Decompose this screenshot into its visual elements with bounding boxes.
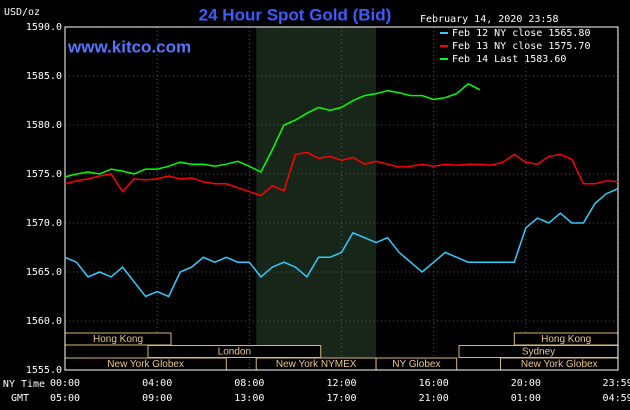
session-label: London: [218, 347, 251, 358]
y-tick-label: 1555.0: [26, 365, 62, 376]
session-label: New York Globex: [521, 359, 598, 370]
x-tick-label: 08:00: [234, 378, 264, 389]
chart-title: 24 Hour Spot Gold (Bid): [199, 5, 392, 24]
session-box: [147, 345, 322, 358]
x-tick-label: 23:59: [603, 378, 630, 389]
timestamp: February 14, 2020 23:58: [420, 14, 558, 25]
session-label: New York Globex: [107, 359, 184, 370]
plot-frame: [64, 26, 619, 371]
gmt-tick-label: 21:00: [419, 393, 449, 404]
session-label: Hong Kong: [93, 334, 143, 345]
session-label: Sydney: [522, 347, 555, 358]
session-label: NY Globex: [392, 359, 440, 370]
series-line: [64, 188, 619, 298]
y-tick-label: 1580.0: [26, 120, 62, 131]
gmt-tick-label: 17:00: [326, 393, 356, 404]
legend-label: Feb 12 NY close 1565.80: [452, 28, 590, 39]
y-tick-label: 1560.0: [26, 316, 62, 327]
session-label: New York NYMEX: [276, 359, 357, 370]
y-tick-label: 1575.0: [26, 169, 62, 180]
gmt-tick-label: 04:59: [603, 393, 630, 404]
x-tick-label: 04:00: [142, 378, 172, 389]
x-tick-label: 00:00: [50, 378, 80, 389]
legend-label: Feb 13 NY close 1575.70: [452, 41, 590, 52]
session-shade: [256, 27, 377, 370]
x-tick-label: 20:00: [511, 378, 541, 389]
session-label: Hong Kong: [541, 334, 591, 345]
x-axis-label: NY Time: [3, 379, 45, 390]
x-axis-label: GMT: [11, 393, 29, 404]
y-tick-label: 1590.0: [26, 22, 62, 33]
y-tick-label: 1585.0: [26, 71, 62, 82]
y-axis-label: USD/oz: [4, 7, 40, 18]
y-tick-label: 1570.0: [26, 218, 62, 229]
x-tick-label: 16:00: [419, 378, 449, 389]
gmt-tick-label: 09:00: [142, 393, 172, 404]
gmt-tick-label: 13:00: [234, 393, 264, 404]
series-line: [64, 82, 481, 178]
series-line: [64, 151, 619, 197]
gmt-tick-label: 05:00: [50, 393, 80, 404]
gmt-tick-label: 01:00: [511, 393, 541, 404]
legend-label: Feb 14 Last 1583.60: [452, 54, 566, 65]
x-tick-label: 12:00: [326, 378, 356, 389]
watermark: www.kitco.com: [67, 37, 191, 56]
y-tick-label: 1565.0: [26, 267, 62, 278]
